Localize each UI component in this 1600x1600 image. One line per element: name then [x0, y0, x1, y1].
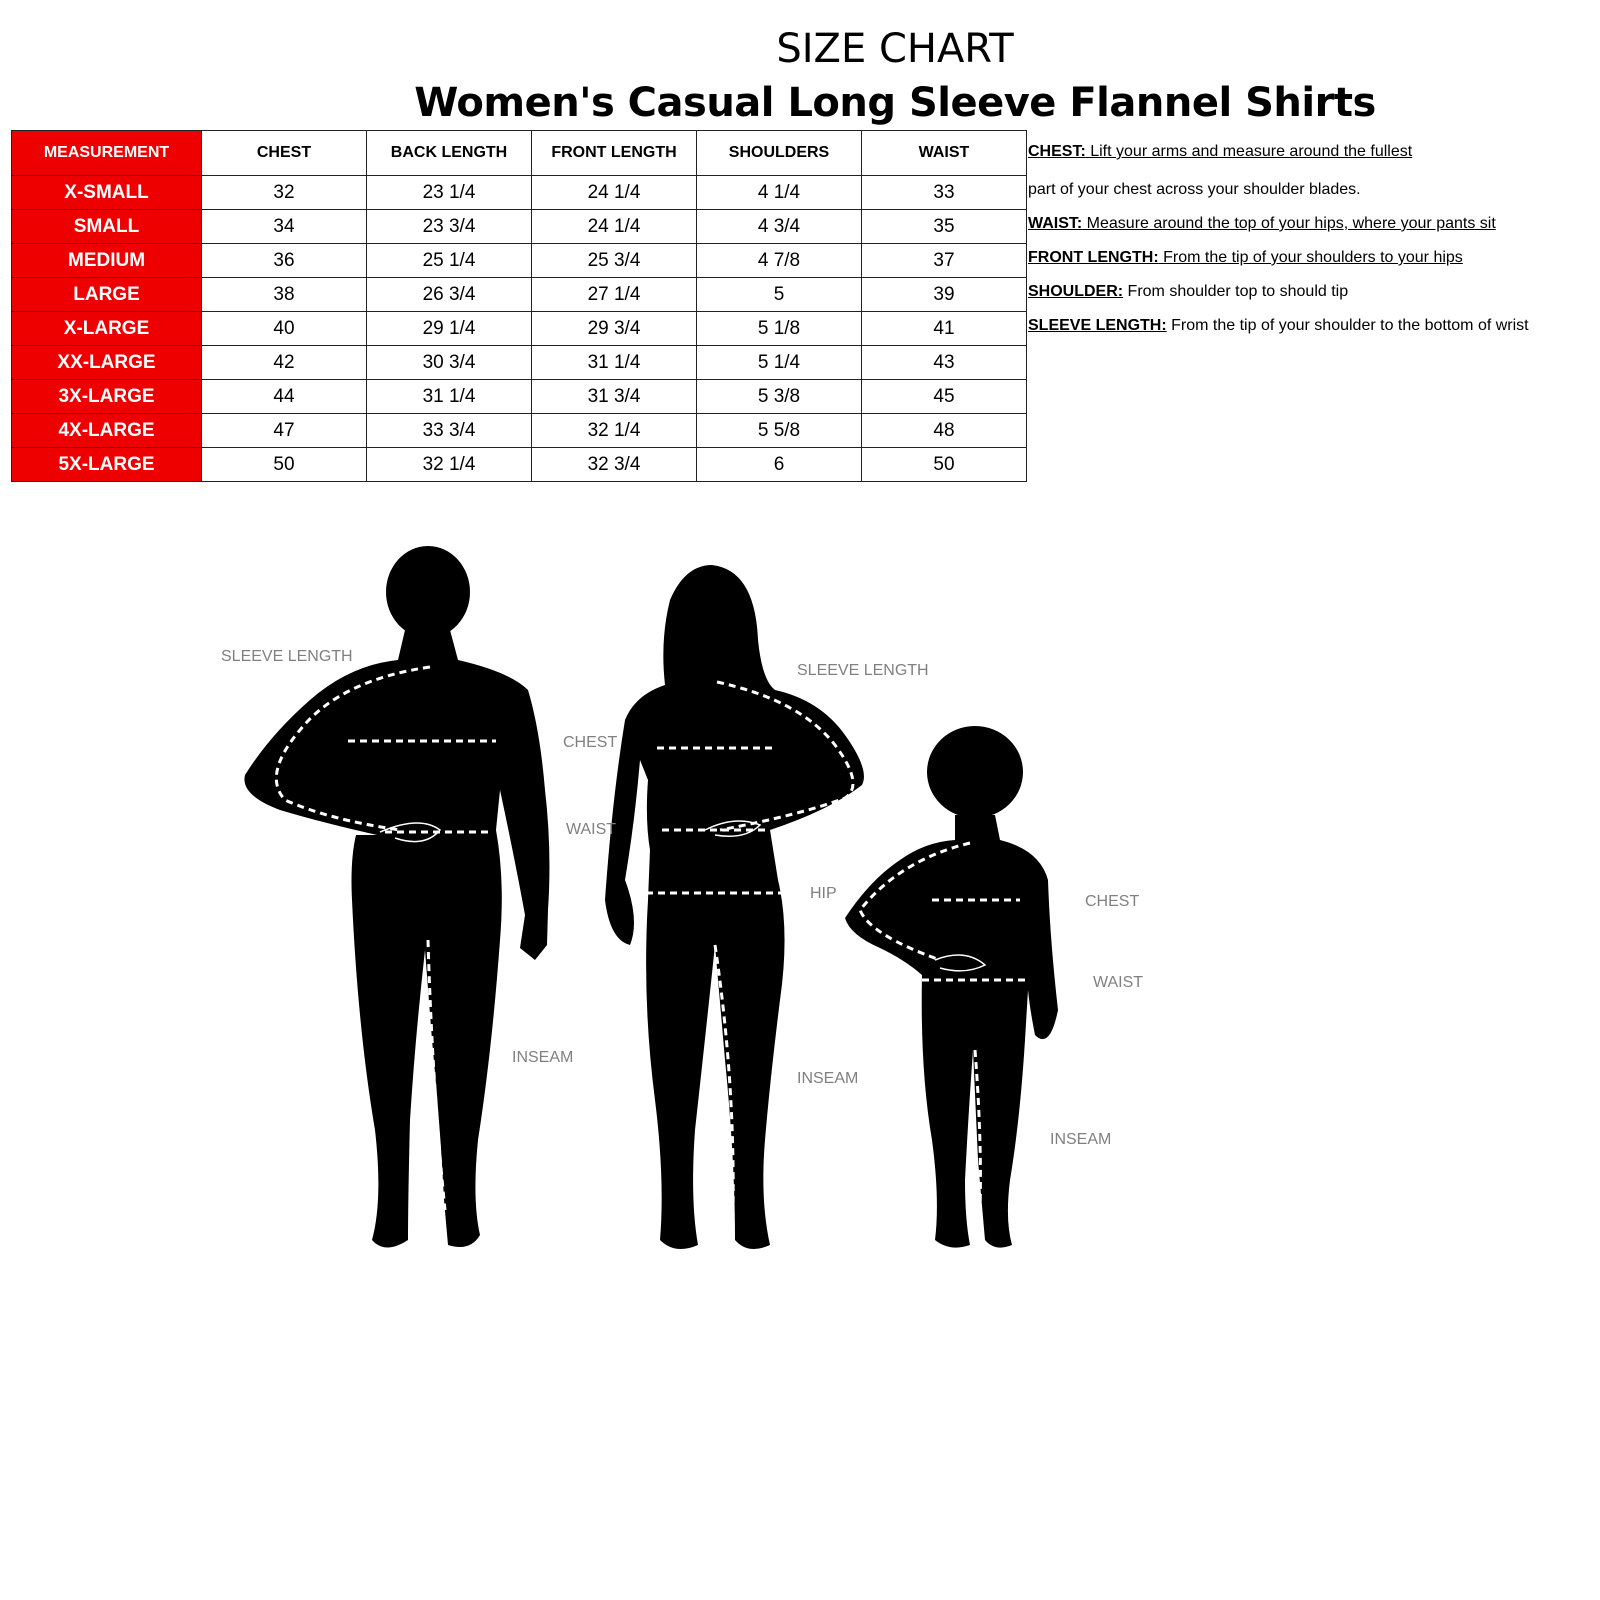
measurement-cell: 39 [861, 277, 1027, 312]
woman-silhouette [605, 565, 864, 1249]
size-label: X-SMALL [11, 175, 202, 210]
child-chest-label: CHEST [1085, 893, 1139, 910]
measurement-cell: 23 3/4 [366, 209, 532, 244]
size-label: MEDIUM [11, 243, 202, 278]
measurement-cell: 31 1/4 [366, 379, 532, 414]
man-waist-label: WAIST [566, 821, 616, 838]
hand-outlines [379, 820, 987, 972]
measurement-cell: 23 1/4 [366, 175, 532, 210]
measurement-cell: 47 [201, 413, 367, 448]
table-row: X-LARGE 40 29 1/4 29 3/4 5 1/8 41 [11, 311, 1027, 346]
measurement-cell: 24 1/4 [531, 209, 697, 244]
man-inseam-label: INSEAM [512, 1049, 573, 1066]
measurement-cell: 24 1/4 [531, 175, 697, 210]
column-header: MEASUREMENT [11, 130, 202, 176]
column-header: WAIST [861, 130, 1027, 176]
measurement-cell: 38 [201, 277, 367, 312]
size-label: 4X-LARGE [11, 413, 202, 448]
column-header: FRONT LENGTH [531, 130, 697, 176]
size-table: MEASUREMENT CHEST BACK LENGTH FRONT LENGTH S… [11, 130, 1027, 482]
note-line: SLEEVE LENGTH: From the tip of your shou… [1028, 317, 1529, 335]
woman-inseam-label: INSEAM [797, 1070, 858, 1087]
measurement-cell: 41 [861, 311, 1027, 346]
measurement-cell: 5 1/8 [696, 311, 862, 346]
woman-hip-label: HIP [810, 885, 837, 902]
note-term: SLEEVE LENGTH: [1028, 317, 1167, 334]
child-silhouette [845, 726, 1058, 1248]
measurement-cell: 29 3/4 [531, 311, 697, 346]
size-label: 3X-LARGE [11, 379, 202, 414]
man-chest-label: CHEST [563, 734, 617, 751]
note-text: From shoulder top to should tip [1123, 283, 1349, 300]
note-text: Lift your arms and measure around the fu… [1085, 143, 1413, 160]
measurement-cell: 5 1/4 [696, 345, 862, 380]
man-sleeve-label: SLEEVE LENGTH [221, 648, 353, 665]
measurement-cell: 27 1/4 [531, 277, 697, 312]
measurement-cell: 32 3/4 [531, 447, 697, 482]
measurement-cell: 32 [201, 175, 367, 210]
size-label: SMALL [11, 209, 202, 244]
measurement-cell: 30 3/4 [366, 345, 532, 380]
note-line: part of your chest across your shoulder … [1028, 181, 1361, 199]
note-line: SHOULDER: From shoulder top to should ti… [1028, 283, 1348, 301]
note-text: From the tip of your shoulder to the bot… [1166, 317, 1529, 334]
size-label: X-LARGE [11, 311, 202, 346]
measurement-cell: 33 [861, 175, 1027, 210]
note-text: part of your chest across your shoulder … [1028, 181, 1361, 198]
note-term: WAIST: [1028, 215, 1083, 232]
measurement-cell: 6 [696, 447, 862, 482]
size-label: 5X-LARGE [11, 447, 202, 482]
figure-labels: SLEEVE LENGTH CHEST WAIST INSEAM SLEEVE … [221, 648, 1143, 1148]
measurement-dashes [274, 665, 1028, 1211]
size-label: LARGE [11, 277, 202, 312]
note-line: WAIST: Measure around the top of your hi… [1028, 215, 1496, 233]
table-row: 5X-LARGE 50 32 1/4 32 3/4 6 50 [11, 447, 1027, 482]
table-row: 4X-LARGE 47 33 3/4 32 1/4 5 5/8 48 [11, 413, 1027, 448]
size-label: XX-LARGE [11, 345, 202, 380]
measurement-cell: 40 [201, 311, 367, 346]
note-term: CHEST: [1028, 143, 1086, 160]
measurement-cell: 4 1/4 [696, 175, 862, 210]
measurement-cell: 35 [861, 209, 1027, 244]
measurement-cell: 32 1/4 [531, 413, 697, 448]
note-text: Measure around the top of your hips, whe… [1082, 215, 1496, 232]
product-title: Women's Casual Long Sleeve Flannel Shirt… [414, 80, 1376, 126]
measurement-cell: 5 5/8 [696, 413, 862, 448]
table-row: SMALL 34 23 3/4 24 1/4 4 3/4 35 [11, 209, 1027, 244]
note-term: FRONT LENGTH: [1028, 249, 1159, 266]
column-header: SHOULDERS [696, 130, 862, 176]
measurement-cell: 37 [861, 243, 1027, 278]
measurement-cell: 4 7/8 [696, 243, 862, 278]
table-row: MEDIUM 36 25 1/4 25 3/4 4 7/8 37 [11, 243, 1027, 278]
woman-sleeve-label: SLEEVE LENGTH [797, 662, 929, 679]
measurement-cell: 32 1/4 [366, 447, 532, 482]
page-title: SIZE CHART [776, 26, 1014, 72]
table-row: 3X-LARGE 44 31 1/4 31 3/4 5 3/8 45 [11, 379, 1027, 414]
table-row: X-SMALL 32 23 1/4 24 1/4 4 1/4 33 [11, 175, 1027, 210]
measurement-cell: 42 [201, 345, 367, 380]
note-term: SHOULDER: [1028, 283, 1124, 300]
note-line: FRONT LENGTH: From the tip of your shoul… [1028, 249, 1463, 267]
man-silhouette [244, 546, 550, 1248]
note-line: CHEST: Lift your arms and measure around… [1028, 143, 1412, 161]
child-waist-label: WAIST [1093, 974, 1143, 991]
measurement-cell: 50 [861, 447, 1027, 482]
column-header: CHEST [201, 130, 367, 176]
child-inseam-label: INSEAM [1050, 1131, 1111, 1148]
measurement-cell: 50 [201, 447, 367, 482]
measurement-cell: 48 [861, 413, 1027, 448]
measurement-cell: 34 [201, 209, 367, 244]
measurement-cell: 25 3/4 [531, 243, 697, 278]
table-row: XX-LARGE 42 30 3/4 31 1/4 5 1/4 43 [11, 345, 1027, 380]
note-text: From the tip of your shoulders to your h… [1158, 249, 1463, 266]
